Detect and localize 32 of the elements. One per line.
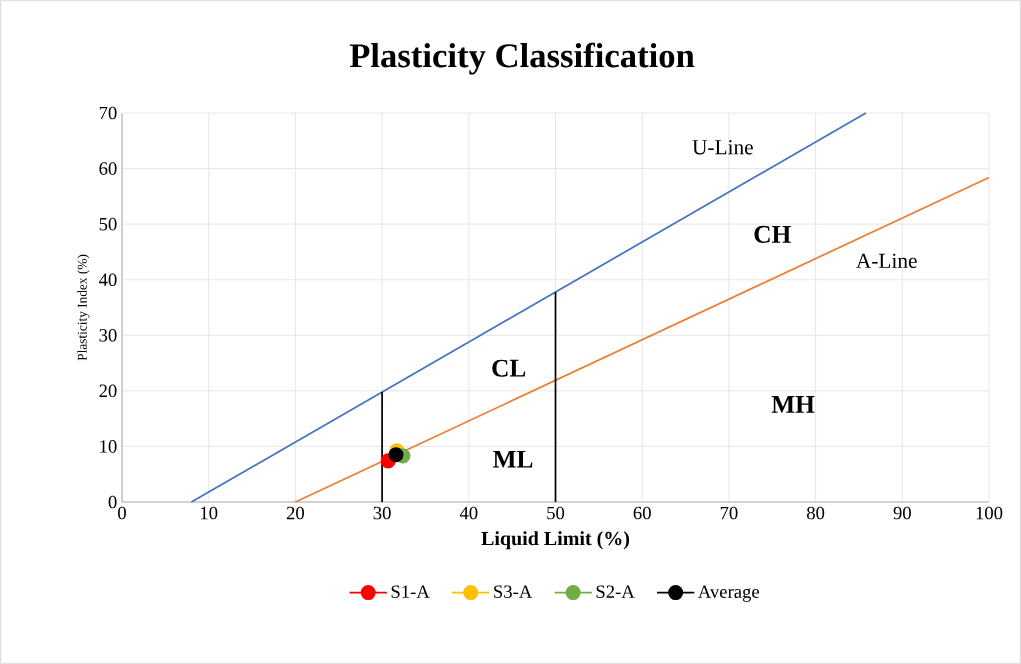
legend-label: Average — [698, 585, 760, 602]
y-tick-label: 20 — [99, 384, 117, 398]
x-tick-label: 100 — [976, 506, 1003, 520]
y-tick-label: 40 — [98, 273, 117, 287]
y-tick-label: 0 — [108, 495, 117, 509]
x-tick-label: 90 — [893, 506, 911, 520]
annotation: CL — [492, 359, 526, 377]
y-tick-label: 70 — [99, 106, 117, 120]
annotation: CH — [754, 225, 791, 243]
legend-label: S2-A — [596, 585, 635, 598]
x-tick-label: 10 — [201, 506, 218, 520]
y-tick-label: 60 — [99, 162, 117, 175]
annotation: A-Line — [856, 253, 917, 268]
x-axis-title: Liquid Limit (%) — [481, 531, 630, 550]
legend-label: S3-A — [494, 585, 533, 598]
x-tick-label: 60 — [633, 506, 651, 520]
annotation: MH — [771, 396, 815, 413]
chart-title: Plasticity Classification — [349, 42, 695, 75]
legend-label: S1-A — [391, 585, 430, 598]
x-tick-label: 20 — [286, 506, 305, 520]
x-tick-label: 30 — [373, 506, 391, 520]
y-tick-label: 10 — [100, 440, 117, 453]
x-tick-label: 80 — [806, 506, 825, 520]
x-tick-label: 70 — [720, 506, 738, 520]
y-tick-label: 30 — [99, 328, 117, 342]
y-axis-title: Plasticity Index (%) — [77, 254, 90, 361]
x-tick-label: 0 — [118, 506, 126, 520]
annotation: U-Line — [692, 140, 753, 155]
annotation: ML — [493, 450, 533, 468]
x-tick-label: 40 — [459, 506, 478, 520]
y-tick-label: 50 — [99, 217, 117, 231]
x-tick-label: 50 — [547, 506, 565, 520]
